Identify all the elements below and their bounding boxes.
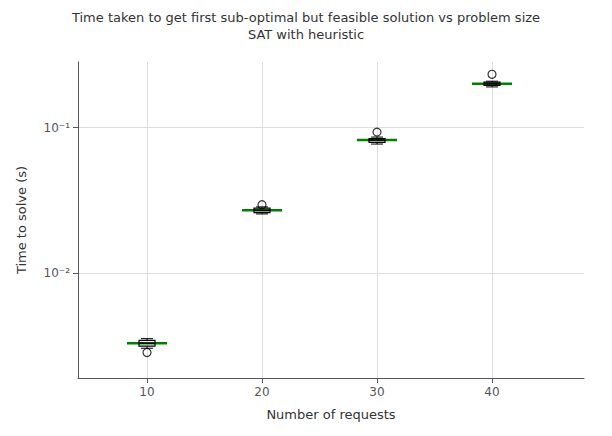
svg-text:Number of requests: Number of requests bbox=[266, 407, 395, 422]
svg-text:Time to solve (s): Time to solve (s) bbox=[14, 166, 29, 275]
svg-text:20: 20 bbox=[254, 385, 269, 399]
svg-text:10: 10 bbox=[139, 385, 154, 399]
svg-text:SAT with heuristic: SAT with heuristic bbox=[248, 27, 364, 42]
svg-text:40: 40 bbox=[484, 385, 499, 399]
svg-text:Time taken to get first sub-op: Time taken to get first sub-optimal but … bbox=[71, 10, 540, 25]
svg-text:30: 30 bbox=[369, 385, 384, 399]
svg-text:10⁻¹: 10⁻¹ bbox=[44, 121, 71, 135]
svg-text:10⁻²: 10⁻² bbox=[44, 266, 71, 280]
